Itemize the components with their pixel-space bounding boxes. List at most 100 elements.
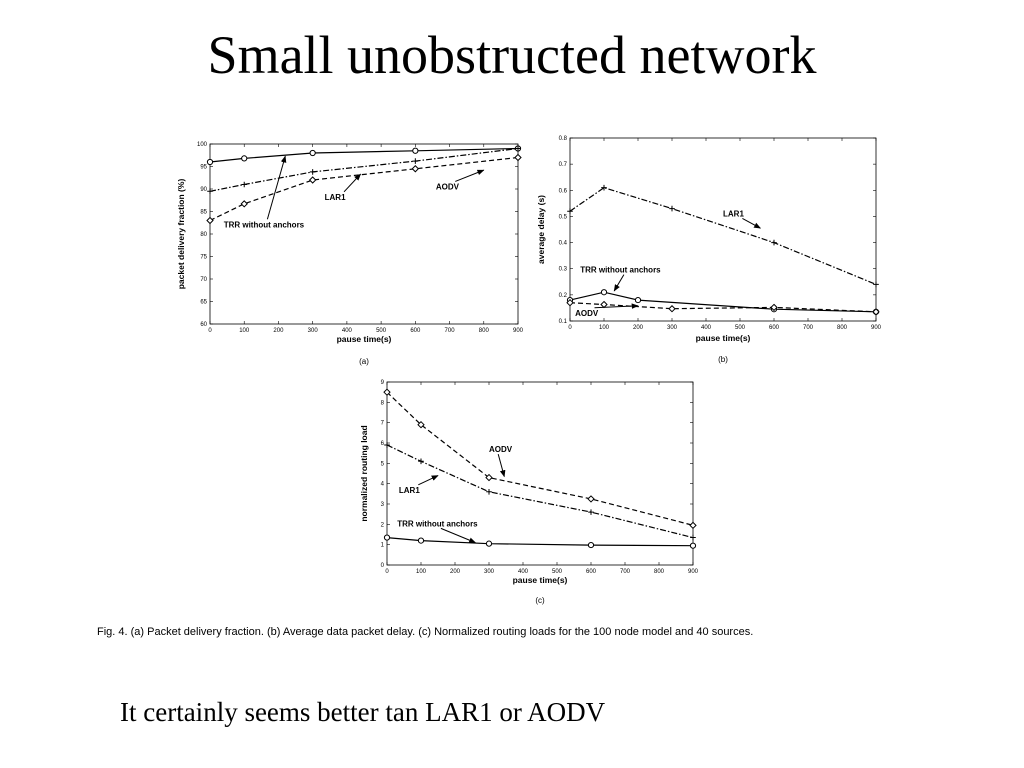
- annotation-aodv: AODV: [436, 182, 460, 191]
- y-tick-label: 70: [200, 277, 207, 283]
- series-line-trr-without-anchors: [209, 147, 519, 163]
- series-line-lar1: [209, 147, 519, 192]
- annotation-trr-without-anchors: TRR without anchors: [397, 519, 478, 528]
- y-tick-label: 85: [200, 210, 207, 216]
- annotation-arrow: [594, 303, 639, 309]
- data-point-trr-without-anchors: [587, 541, 595, 549]
- data-point-aodv: [668, 305, 676, 313]
- y-tick-label: 60: [200, 322, 207, 328]
- panel-label: (c): [535, 596, 545, 605]
- data-point-trr-without-anchors: [417, 537, 425, 544]
- slide-note: It certainly seems better tan LAR1 or AO…: [120, 697, 606, 727]
- data-point-aodv: [417, 420, 425, 429]
- data-point-aodv: [600, 300, 608, 309]
- slide-title: Small unobstructed network: [207, 25, 817, 85]
- y-tick-label: 5: [381, 461, 385, 467]
- y-axis-label: normalized routing load: [359, 425, 369, 521]
- annotation-lar1: LAR1: [325, 193, 346, 202]
- y-tick-label: 1: [381, 543, 385, 549]
- y-tick-label: 0.3: [559, 267, 568, 273]
- x-tick-label: 200: [633, 325, 644, 331]
- data-point-lar1: [771, 239, 777, 246]
- data-point-trr-without-anchors: [383, 534, 391, 541]
- series-line-aodv: [386, 391, 694, 526]
- data-point-lar1: [669, 205, 675, 212]
- data-point-lar1: [241, 181, 248, 188]
- x-tick-label: 0: [208, 328, 212, 334]
- y-tick-label: 90: [200, 187, 207, 193]
- y-tick-label: 6: [381, 441, 385, 447]
- data-point-lar1: [567, 208, 573, 214]
- data-point-aodv: [308, 176, 317, 184]
- annotation-lar1: LAR1: [723, 209, 744, 218]
- annotation-arrow: [343, 173, 362, 193]
- x-tick-label: 900: [871, 325, 882, 331]
- data-point-aodv: [689, 521, 697, 530]
- data-point-aodv: [240, 200, 248, 208]
- annotation-aodv: AODV: [575, 309, 599, 318]
- plot-frame: [569, 137, 877, 322]
- annotation-lar1: LAR1: [399, 486, 420, 495]
- y-tick-label: 0: [381, 563, 385, 569]
- panel-label: (b): [718, 355, 728, 364]
- data-point-aodv: [383, 388, 391, 396]
- x-tick-label: 900: [688, 569, 699, 575]
- x-tick-label: 100: [239, 328, 250, 334]
- data-point-aodv: [770, 303, 778, 312]
- x-tick-label: 500: [376, 328, 387, 334]
- x-tick-label: 300: [308, 328, 319, 334]
- x-tick-label: 800: [837, 325, 848, 331]
- data-point-trr-without-anchors: [600, 289, 608, 296]
- annotation-arrow: [266, 155, 287, 220]
- x-axis-label: pause time(s): [513, 575, 568, 585]
- x-tick-label: 800: [479, 328, 490, 334]
- x-tick-label: 400: [342, 328, 353, 334]
- x-tick-label: 500: [735, 325, 746, 331]
- x-tick-label: 500: [552, 569, 563, 575]
- y-tick-label: 2: [381, 522, 385, 528]
- plot-frame: [209, 143, 519, 325]
- x-tick-label: 600: [586, 569, 597, 575]
- annotation-arrow: [497, 454, 506, 478]
- y-tick-label: 0.4: [559, 241, 568, 247]
- annotation-arrow: [455, 169, 485, 182]
- data-point-aodv: [514, 153, 522, 162]
- y-tick-label: 7: [381, 421, 385, 427]
- data-point-lar1: [515, 145, 521, 152]
- data-point-aodv: [485, 473, 493, 482]
- x-axis-label: pause time(s): [696, 333, 751, 343]
- y-tick-label: 3: [381, 502, 385, 508]
- x-tick-label: 400: [518, 569, 529, 575]
- annotation-arrow: [440, 527, 477, 544]
- x-tick-label: 600: [410, 328, 421, 334]
- chart-packet-delivery: 0 100 200 300 400 500 600 700 800 900 60 65 70 75 80 85…: [176, 142, 524, 366]
- series-line-aodv: [209, 156, 519, 222]
- x-tick-label: 100: [599, 325, 610, 331]
- data-point-trr-without-anchors: [634, 296, 642, 304]
- data-point-trr-without-anchors: [206, 158, 214, 166]
- data-point-lar1: [207, 188, 213, 195]
- annotation-arrow: [613, 274, 625, 292]
- x-tick-label: 700: [620, 569, 631, 575]
- data-point-lar1: [588, 509, 594, 515]
- x-tick-label: 800: [654, 569, 665, 575]
- y-tick-label: 95: [200, 165, 207, 171]
- x-tick-label: 900: [513, 328, 524, 334]
- x-tick-label: 0: [568, 325, 572, 331]
- series-line-trr-without-anchors: [386, 537, 694, 547]
- data-point-lar1: [309, 169, 316, 175]
- y-tick-label: 100: [197, 142, 208, 148]
- data-point-lar1: [690, 534, 696, 541]
- y-tick-label: 75: [200, 255, 207, 261]
- annotation-arrow: [742, 217, 762, 229]
- y-tick-label: 0.1: [559, 319, 568, 325]
- data-point-trr-without-anchors: [689, 542, 697, 549]
- x-tick-label: 0: [385, 569, 389, 575]
- x-axis-label: pause time(s): [337, 334, 392, 344]
- x-tick-label: 100: [416, 569, 427, 575]
- figure-caption: Fig. 4. (a) Packet delivery fraction. (b…: [97, 626, 754, 638]
- y-tick-label: 65: [200, 300, 207, 306]
- data-point-trr-without-anchors: [485, 540, 493, 547]
- y-tick-label: 0.5: [559, 214, 568, 220]
- data-point-aodv: [566, 298, 574, 307]
